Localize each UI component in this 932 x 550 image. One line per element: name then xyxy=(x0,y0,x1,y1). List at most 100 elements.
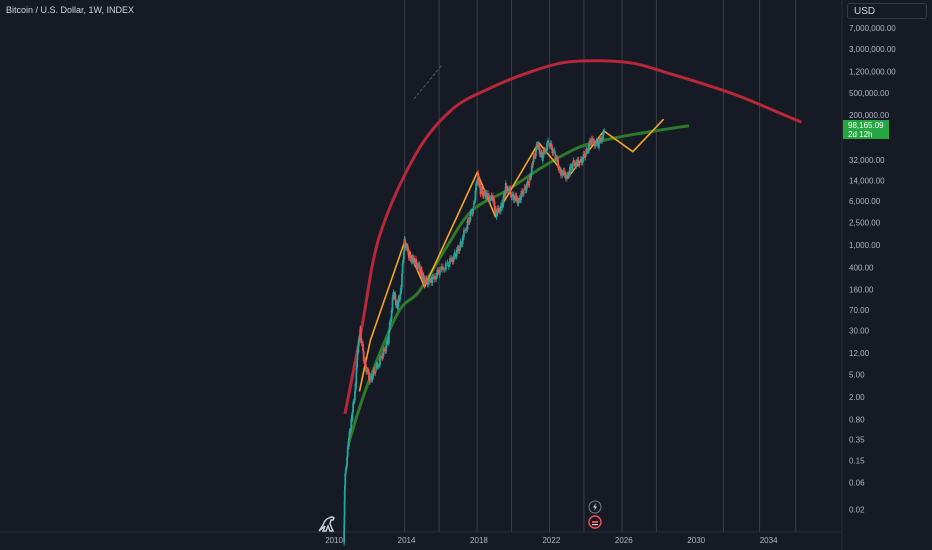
price-candle xyxy=(441,266,444,270)
price-candle xyxy=(476,182,478,184)
price-candle xyxy=(416,262,418,269)
price-candle xyxy=(446,262,449,264)
bar-countdown: 2d 12h xyxy=(848,130,873,139)
x-tick-label: 2010 xyxy=(325,536,343,545)
dinosaur-logo-icon[interactable] xyxy=(317,513,339,533)
price-candle xyxy=(386,339,388,345)
price-candle xyxy=(360,338,363,344)
y-tick-label: 6,000.00 xyxy=(849,197,881,206)
price-candle xyxy=(411,257,414,262)
price-candle xyxy=(349,427,352,432)
price-candle xyxy=(577,159,580,165)
price-candle xyxy=(343,485,346,491)
price-candle xyxy=(450,258,453,260)
price-candle xyxy=(603,131,606,132)
price-candle xyxy=(501,204,504,208)
price-candle xyxy=(358,337,361,340)
price-candle xyxy=(529,175,531,181)
price-candle xyxy=(379,357,381,366)
price-candle xyxy=(560,170,562,176)
price-candle xyxy=(546,143,548,151)
price-candle xyxy=(509,188,512,195)
currency-select[interactable]: USD xyxy=(847,3,927,19)
price-candle xyxy=(394,294,397,301)
price-candle xyxy=(547,140,550,144)
y-tick-label: 5.00 xyxy=(849,370,865,379)
price-candle xyxy=(408,256,411,259)
price-candle xyxy=(544,149,546,152)
price-candle xyxy=(397,298,400,307)
price-candle xyxy=(352,403,355,413)
price-candle xyxy=(484,192,487,199)
price-candle xyxy=(467,219,470,223)
price-candle xyxy=(460,243,463,245)
price-candle xyxy=(367,370,369,372)
price-candle xyxy=(421,269,423,277)
price-candle xyxy=(466,220,469,230)
price-candle xyxy=(355,367,358,374)
price-candle xyxy=(496,207,499,214)
price-candle xyxy=(502,196,505,205)
y-tick-label: 1,200,000.00 xyxy=(849,67,896,76)
lightning-icon[interactable] xyxy=(588,500,602,514)
halving-event-icon[interactable] xyxy=(588,515,602,529)
price-candle xyxy=(462,230,465,238)
price-candle xyxy=(569,167,571,175)
price-candle xyxy=(356,360,359,368)
price-candle xyxy=(472,208,474,214)
price-candle xyxy=(477,172,480,177)
price-candle xyxy=(402,252,405,260)
price-candle xyxy=(557,159,560,168)
price-candle xyxy=(401,263,404,274)
price-candle xyxy=(390,310,393,320)
price-candle xyxy=(395,302,398,306)
price-candle xyxy=(453,252,456,257)
price-candle xyxy=(498,210,501,212)
price-candle xyxy=(431,276,434,284)
price-candle xyxy=(371,375,374,380)
price-candle xyxy=(481,188,484,195)
y-tick-label: 0.02 xyxy=(849,506,865,515)
price-candle xyxy=(548,145,551,147)
price-candle xyxy=(396,306,399,309)
x-tick-label: 2018 xyxy=(470,536,488,545)
price-candle xyxy=(377,365,380,367)
price-candle xyxy=(543,149,545,155)
price-candle xyxy=(347,437,350,447)
price-candle xyxy=(579,159,582,161)
price-candle xyxy=(525,186,528,191)
price-candle xyxy=(578,164,581,166)
price-candle xyxy=(490,195,493,198)
y-tick-label: 14,000.00 xyxy=(849,176,885,185)
price-candle xyxy=(383,349,386,351)
price-candle xyxy=(359,328,362,339)
price-candle xyxy=(361,343,364,345)
price-candle xyxy=(420,268,423,270)
price-candle xyxy=(429,278,431,280)
price-candle xyxy=(545,150,547,152)
price-candle xyxy=(575,162,578,167)
price-candle xyxy=(512,194,515,201)
price-candle xyxy=(368,371,370,380)
price-candle xyxy=(551,147,554,154)
price-candle xyxy=(459,241,462,249)
price-candle xyxy=(354,391,356,401)
price-candle xyxy=(571,164,574,169)
price-candle xyxy=(422,275,425,279)
price-candle xyxy=(425,278,428,283)
price-candle xyxy=(585,148,588,155)
price-candle xyxy=(598,141,600,148)
price-candle xyxy=(369,376,372,378)
series-line-lower xyxy=(347,124,690,444)
y-tick-label: 32,000.00 xyxy=(849,156,885,165)
price-candle xyxy=(588,143,590,151)
series-line-upper xyxy=(343,59,802,415)
price-candle xyxy=(589,140,592,144)
y-tick-label: 400.00 xyxy=(849,263,874,272)
price-candle xyxy=(435,275,437,280)
price-candle xyxy=(458,248,461,251)
price-candle xyxy=(568,174,570,177)
price-candle xyxy=(472,202,475,205)
price-candle xyxy=(601,138,604,141)
